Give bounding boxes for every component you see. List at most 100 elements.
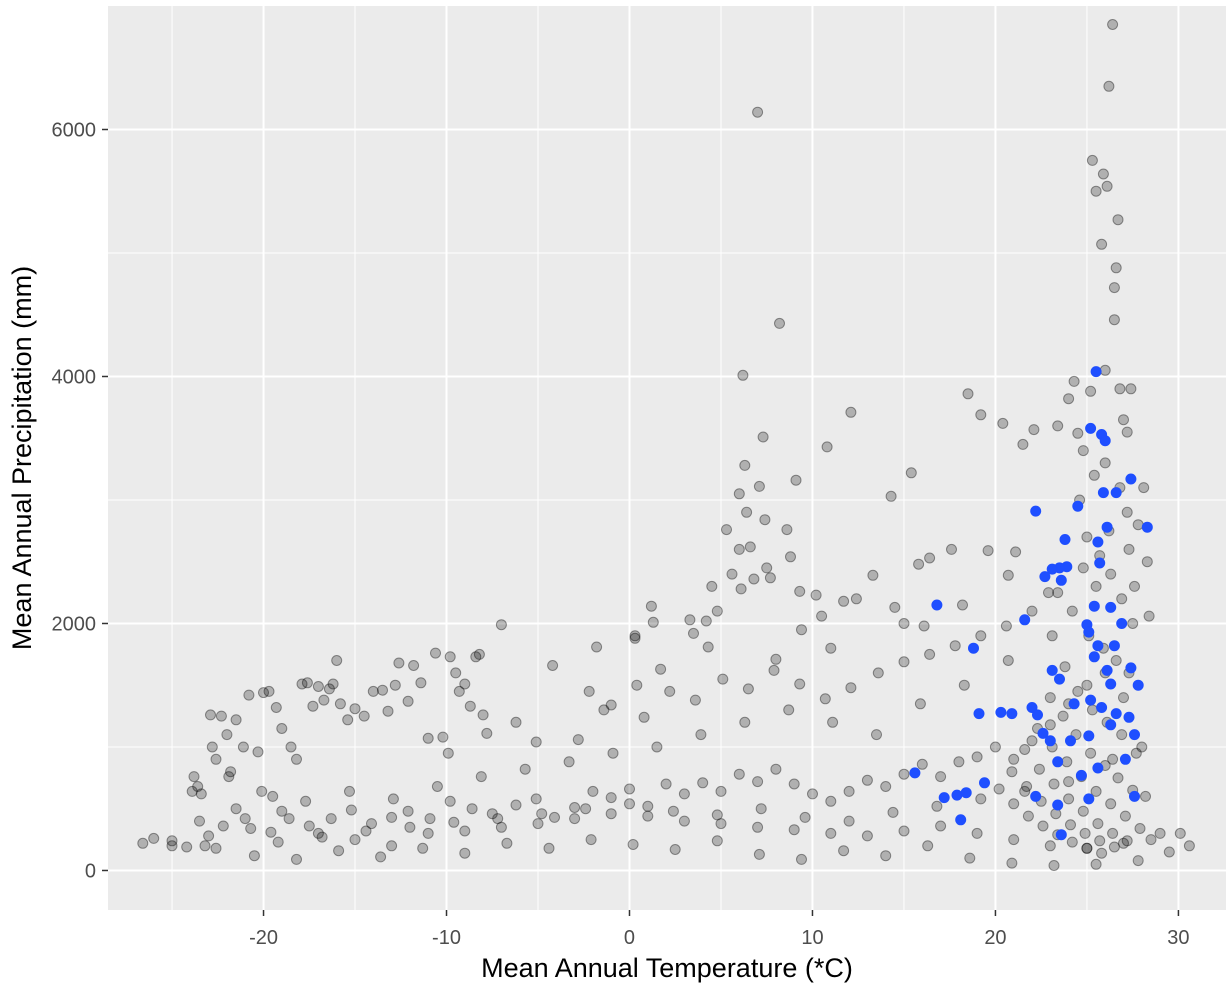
data-point bbox=[741, 506, 753, 518]
data-point bbox=[799, 811, 811, 823]
data-point bbox=[349, 834, 361, 846]
y-tick-label: 0 bbox=[85, 860, 96, 882]
data-point bbox=[946, 543, 957, 555]
data-point bbox=[838, 595, 850, 607]
highlighted-data-point bbox=[1052, 756, 1064, 768]
data-point bbox=[781, 524, 793, 536]
highlighted-data-point bbox=[960, 787, 972, 799]
data-point bbox=[838, 845, 850, 857]
data-point bbox=[1081, 842, 1093, 854]
data-point bbox=[377, 684, 388, 696]
data-point bbox=[1129, 580, 1140, 592]
data-point bbox=[1008, 798, 1020, 810]
data-point bbox=[1059, 661, 1071, 673]
data-point bbox=[935, 820, 947, 832]
data-point bbox=[334, 698, 346, 710]
data-point bbox=[783, 704, 795, 716]
data-point bbox=[1163, 846, 1175, 858]
data-point bbox=[1096, 847, 1108, 859]
data-point bbox=[1026, 735, 1038, 747]
data-point bbox=[307, 700, 319, 712]
data-point bbox=[880, 850, 892, 862]
data-point bbox=[684, 614, 696, 626]
data-point bbox=[905, 467, 917, 479]
data-point bbox=[1094, 835, 1106, 847]
data-point bbox=[1134, 823, 1146, 834]
data-point bbox=[664, 685, 676, 697]
data-point bbox=[1132, 855, 1144, 867]
data-point bbox=[360, 825, 372, 837]
data-point bbox=[861, 830, 873, 842]
data-point bbox=[510, 799, 522, 811]
data-point bbox=[1141, 556, 1153, 568]
data-point bbox=[1132, 519, 1144, 531]
data-point bbox=[481, 727, 493, 739]
data-point bbox=[697, 777, 709, 789]
data-point bbox=[1092, 818, 1104, 830]
data-point bbox=[770, 763, 782, 775]
data-point bbox=[898, 825, 910, 837]
data-point bbox=[437, 731, 449, 743]
data-point bbox=[737, 369, 749, 381]
data-point bbox=[303, 820, 315, 832]
data-point bbox=[501, 837, 513, 849]
data-point bbox=[1086, 154, 1098, 166]
data-point bbox=[470, 651, 482, 663]
data-point bbox=[752, 776, 764, 788]
data-point bbox=[1002, 655, 1014, 666]
data-point bbox=[530, 793, 542, 805]
data-point bbox=[958, 679, 970, 691]
data-point bbox=[1112, 214, 1124, 226]
data-point bbox=[1019, 744, 1031, 755]
x-axis: -20 -10 0 10 20 30 bbox=[249, 910, 1190, 949]
y-tick-label: 4000 bbox=[52, 366, 97, 388]
data-point bbox=[1010, 546, 1022, 558]
data-point bbox=[223, 771, 235, 783]
highlighted-data-point bbox=[1101, 664, 1113, 676]
data-point bbox=[1101, 180, 1113, 192]
data-point bbox=[402, 695, 414, 707]
data-point bbox=[914, 698, 926, 710]
data-point bbox=[265, 826, 277, 838]
highlighted-data-point bbox=[1105, 719, 1117, 731]
data-point bbox=[276, 805, 288, 817]
data-point bbox=[430, 647, 441, 659]
data-point bbox=[752, 821, 764, 833]
data-point bbox=[975, 793, 987, 805]
data-point bbox=[1081, 842, 1093, 854]
data-point bbox=[1143, 610, 1155, 622]
plot-panel bbox=[108, 6, 1226, 910]
data-point bbox=[316, 831, 328, 843]
data-point bbox=[607, 747, 619, 759]
highlighted-data-point bbox=[1044, 735, 1056, 747]
x-tick-label: -10 bbox=[432, 927, 461, 949]
data-point bbox=[880, 781, 892, 792]
data-point bbox=[1017, 438, 1029, 450]
data-point bbox=[715, 818, 727, 830]
data-point bbox=[300, 795, 312, 807]
data-point bbox=[569, 802, 581, 813]
data-point bbox=[1090, 580, 1102, 592]
data-point bbox=[296, 678, 308, 690]
data-point bbox=[587, 785, 599, 797]
data-point bbox=[898, 618, 910, 629]
data-point bbox=[389, 679, 401, 691]
data-point bbox=[404, 821, 416, 833]
data-point bbox=[867, 569, 879, 581]
data-point bbox=[982, 545, 994, 557]
data-point bbox=[624, 783, 635, 795]
data-point bbox=[495, 821, 507, 833]
highlighted-data-point bbox=[1065, 735, 1076, 747]
data-point bbox=[1123, 543, 1135, 555]
data-point bbox=[819, 693, 831, 705]
data-point bbox=[547, 660, 559, 671]
data-point bbox=[569, 813, 581, 825]
data-point bbox=[1008, 753, 1020, 765]
data-point bbox=[753, 480, 765, 492]
data-point bbox=[1063, 393, 1075, 405]
data-point bbox=[739, 716, 751, 728]
data-point bbox=[1121, 835, 1133, 847]
highlighted-data-point bbox=[951, 789, 963, 801]
data-point bbox=[715, 785, 727, 797]
data-point bbox=[1019, 785, 1031, 797]
